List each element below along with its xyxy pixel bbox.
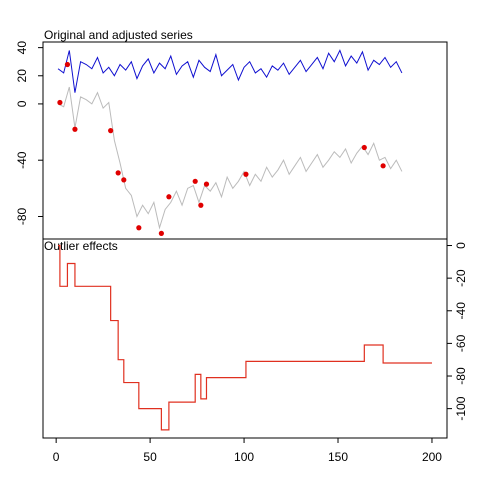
outlier-point bbox=[166, 194, 172, 200]
outlier-point bbox=[57, 99, 63, 106]
outlier-point bbox=[361, 144, 367, 151]
outlier-point bbox=[72, 126, 78, 132]
y-tick-label: -40 bbox=[454, 302, 468, 320]
x-tick-label: 200 bbox=[422, 450, 442, 464]
outlier-point bbox=[203, 181, 210, 187]
outlier-point bbox=[115, 170, 121, 176]
series-line bbox=[57, 86, 403, 230]
x-tick-label: 100 bbox=[234, 450, 254, 464]
outlier-point bbox=[108, 128, 114, 134]
series-line bbox=[57, 49, 403, 93]
outlier-point bbox=[64, 61, 71, 68]
plot-frame bbox=[42, 238, 448, 439]
outlier-point bbox=[192, 178, 198, 184]
outlier-point bbox=[380, 163, 386, 169]
y-tick-label: 40 bbox=[15, 41, 29, 55]
outlier-point bbox=[198, 202, 204, 208]
y-tick-label: 0 bbox=[454, 242, 468, 249]
outlier-point bbox=[121, 177, 127, 183]
outlier-point bbox=[158, 230, 164, 236]
y-tick-label: 20 bbox=[15, 69, 29, 83]
panel-title: Outlier effects bbox=[44, 239, 118, 253]
x-tick-label: 50 bbox=[143, 450, 157, 464]
outlier-point bbox=[136, 225, 142, 231]
y-tick-label: -100 bbox=[454, 396, 468, 420]
y-tick-label: -80 bbox=[454, 367, 468, 385]
y-tick-label: -60 bbox=[454, 334, 468, 352]
y-tick-label: -40 bbox=[15, 151, 29, 169]
y-tick-label: -80 bbox=[15, 207, 29, 225]
y-tick-label: 0 bbox=[15, 100, 29, 107]
y-tick-label: -20 bbox=[454, 269, 468, 287]
x-tick-label: 0 bbox=[53, 450, 60, 464]
outlier-point bbox=[243, 171, 249, 177]
step-line bbox=[58, 244, 432, 431]
panel-title: Original and adjusted series bbox=[44, 28, 193, 42]
x-tick-label: 150 bbox=[328, 450, 348, 464]
